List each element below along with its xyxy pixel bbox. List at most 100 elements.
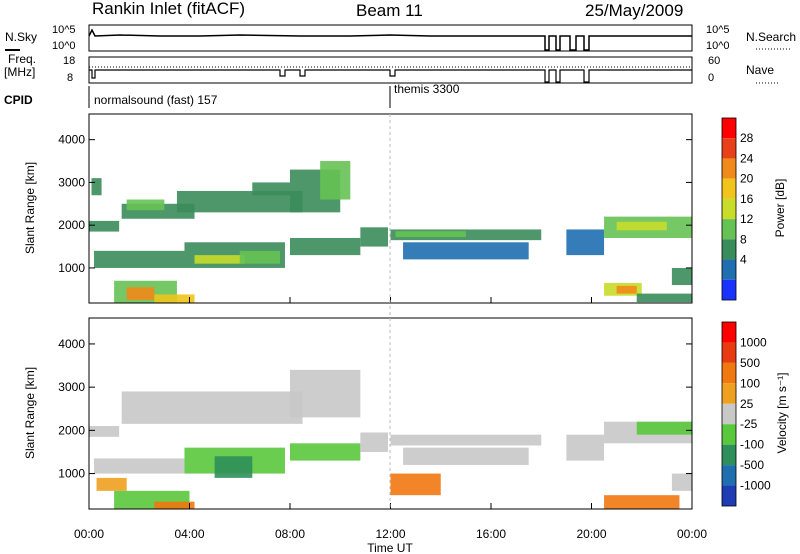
cpid-label: CPID — [4, 93, 33, 107]
velocity-colorbar-swatch-6 — [722, 444, 736, 466]
power-colorbar-swatch-0 — [722, 118, 736, 139]
velocity-region-17 — [604, 495, 680, 509]
freq-label-1: Freq. — [8, 52, 36, 66]
velocity-region-5 — [214, 456, 253, 478]
velocity-colorbar-tick-3: 25 — [740, 397, 754, 411]
velocity-colorbar-swatch-0 — [722, 322, 736, 343]
power-colorbar-tick-0: 28 — [740, 131, 754, 145]
velocity-colorbar-frame — [721, 321, 737, 507]
freq-panel: Freq. [MHz] 18 8 60 0 Nave — [4, 52, 778, 84]
station-title: Rankin Inlet (fitACF) — [92, 0, 245, 18]
date-title: 25/May/2009 — [585, 1, 683, 20]
velocity-region-3 — [94, 458, 185, 474]
velocity-region-11 — [390, 434, 542, 446]
velocity-colorbar-tick-7: -1000 — [740, 479, 771, 493]
power-panel: 1000 2000 3000 4000 Slant Range [km] 28 24 20… — [23, 113, 787, 304]
velocity-region-8 — [154, 501, 195, 509]
freq-tick-low: 8 — [67, 72, 73, 84]
nsearch-tick-low: 10^0 — [706, 40, 730, 52]
velocity-colorbar-swatch-4 — [722, 403, 736, 425]
power-yticks: 1000 2000 3000 4000 — [58, 133, 692, 275]
power-region-25 — [636, 293, 692, 303]
power-region-4 — [126, 199, 165, 211]
power-region-9 — [194, 255, 245, 264]
power-colorbar-swatch-7 — [722, 259, 736, 280]
velocity-colorbar-tick-4: -25 — [740, 417, 758, 431]
power-marks — [89, 161, 692, 303]
time-xlabel: Time UT — [367, 541, 413, 554]
power-colorbar-tick-4: 12 — [740, 212, 754, 226]
power-ytick-label-3: 4000 — [58, 133, 85, 147]
power-colorbar-swatch-8 — [722, 279, 736, 300]
power-region-2 — [94, 250, 185, 268]
power-region-1 — [91, 178, 102, 196]
power-region-26 — [671, 267, 692, 286]
velocity-colorbar-tick-5: -100 — [740, 438, 764, 452]
xtick-label-2: 08:00 — [275, 527, 305, 541]
velocity-colorbar-tick-2: 100 — [740, 376, 760, 390]
cpid-mode-1: normalsound (fast) 157 — [94, 93, 218, 107]
velocity-region-10 — [360, 432, 388, 452]
xtick-label-4: 16:00 — [476, 527, 506, 541]
power-colorbar-swatch-5 — [722, 219, 736, 240]
power-region-7 — [154, 294, 195, 303]
freq-trace — [89, 69, 692, 83]
nsearch-tick-high: 10^5 — [706, 24, 730, 36]
freq-label-2: [MHz] — [4, 65, 35, 79]
power-region-18 — [395, 231, 466, 238]
power-colorbar-label: Power [dB] — [773, 179, 787, 238]
noise-panel: N.Sky 10^5 10^0 10^5 10^0 N.Search — [5, 24, 796, 52]
xtick-label-5: 20:00 — [576, 527, 606, 541]
nsearch-label: N.Search — [746, 30, 796, 44]
freq-tick-high: 18 — [63, 55, 75, 67]
power-region-0 — [89, 220, 120, 232]
velocity-colorbar-swatch-5 — [722, 424, 736, 445]
nave-tick-high: 60 — [708, 55, 720, 67]
power-ytick-label-1: 2000 — [58, 218, 85, 232]
velocity-region-9 — [290, 443, 361, 461]
velocity-region-16 — [636, 421, 692, 435]
power-ytick-label-0: 1000 — [58, 261, 85, 275]
power-ylabel: Slant Range [km] — [23, 162, 37, 254]
velocity-region-6 — [96, 477, 127, 491]
power-colorbar-swatch-3 — [722, 178, 736, 199]
velocity-region-2 — [290, 369, 361, 418]
power-colorbar-swatch-2 — [722, 158, 736, 179]
power-region-24 — [616, 285, 637, 294]
nave-label: Nave — [746, 63, 774, 77]
power-colorbar-tick-1: 24 — [740, 151, 754, 165]
velocity-ytick-label-1: 2000 — [58, 423, 85, 437]
cpid-strip: CPID normalsound (fast) 157 themis 3300 — [4, 82, 460, 108]
power-colorbar-tick-5: 8 — [740, 232, 747, 246]
velocity-yticks: 1000 2000 3000 4000 — [58, 337, 692, 481]
nsky-tick-high: 10^5 — [52, 24, 76, 36]
velocity-marks — [89, 369, 692, 509]
power-colorbar: 28 24 20 16 12 8 4 — [721, 117, 754, 301]
power-region-14 — [320, 161, 351, 200]
power-region-6 — [126, 287, 155, 301]
nsky-trace — [88, 28, 692, 51]
velocity-region-14 — [566, 434, 605, 461]
velocity-colorbar-tick-6: -500 — [740, 458, 764, 472]
power-colorbar-tick-3: 16 — [740, 192, 754, 206]
noise-panel-frame — [88, 24, 693, 52]
power-colorbar-swatch-1 — [722, 138, 736, 159]
nave-tick-low: 0 — [708, 72, 714, 84]
power-region-22 — [616, 221, 667, 231]
power-region-15 — [290, 238, 361, 256]
velocity-colorbar-swatch-7 — [722, 465, 736, 486]
cpid-mode-2: themis 3300 — [394, 82, 460, 96]
power-colorbar-swatch-6 — [722, 239, 736, 260]
velocity-colorbar-tick-0: 1000 — [740, 335, 767, 349]
power-region-19 — [403, 242, 529, 260]
power-region-20 — [566, 229, 605, 256]
nsky-tick-low: 10^0 — [52, 40, 76, 52]
velocity-colorbar: 1000 500 100 25 -25 -100 -500 -1000 — [721, 321, 771, 507]
power-colorbar-tick-2: 20 — [740, 172, 754, 186]
nsky-label: N.Sky — [5, 30, 37, 44]
velocity-colorbar-tick-1: 500 — [740, 356, 760, 370]
power-region-11 — [176, 190, 303, 213]
power-colorbar-tick-6: 4 — [740, 253, 747, 267]
beam-title: Beam 11 — [356, 1, 423, 20]
